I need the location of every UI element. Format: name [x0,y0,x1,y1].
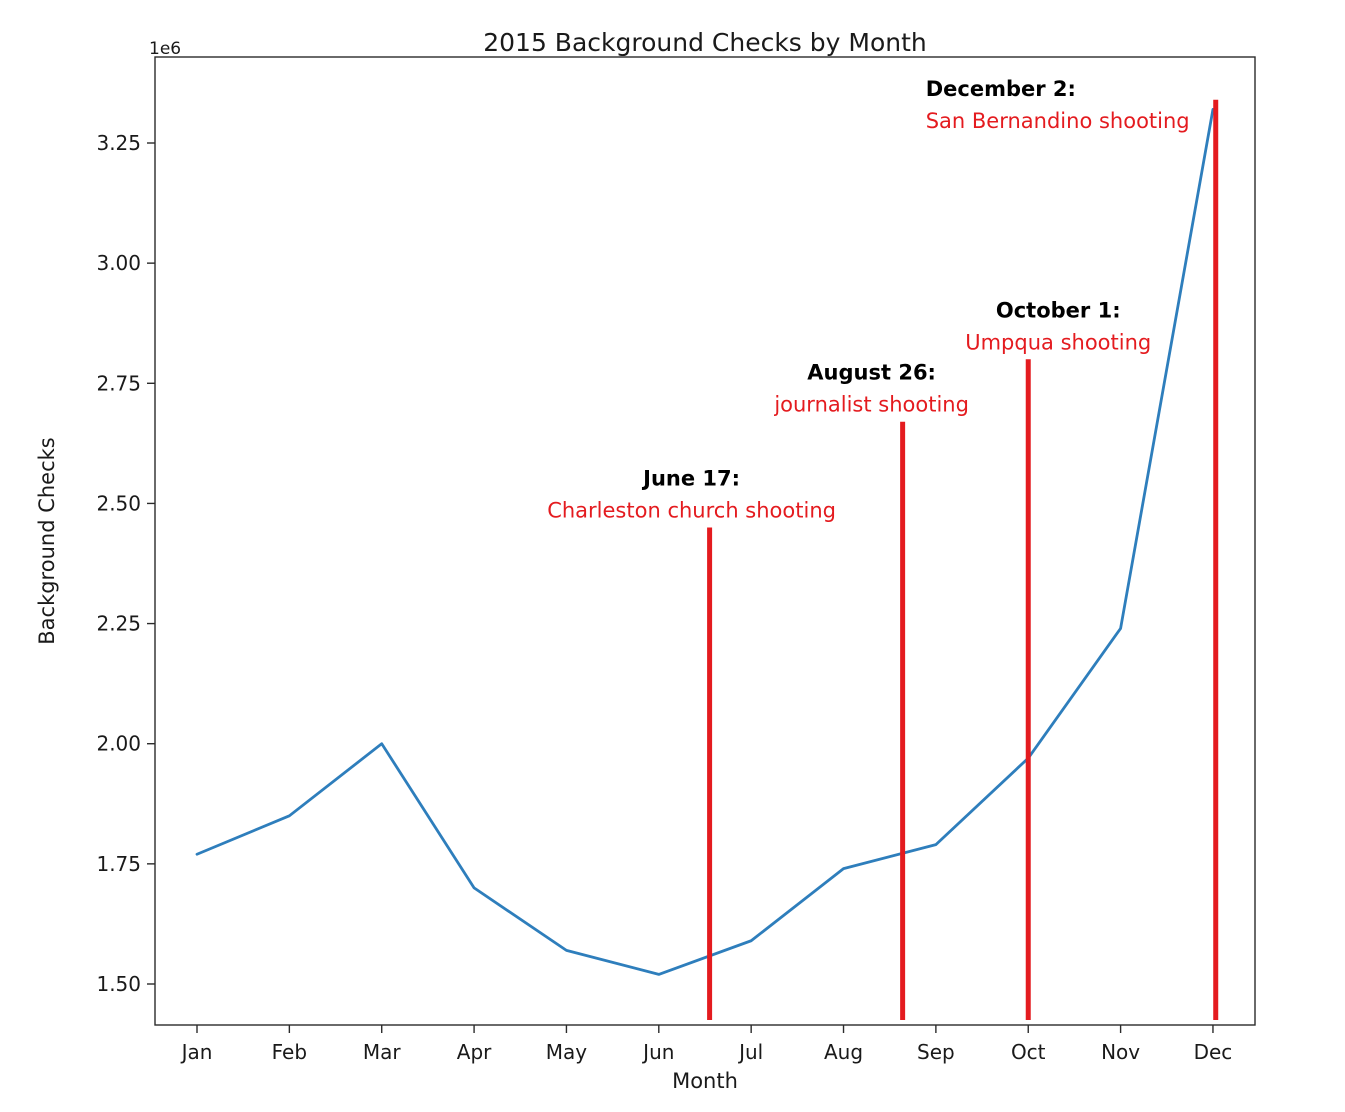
y-tick-label: 2.50 [96,491,141,515]
y-axis-label: Background Checks [35,437,59,645]
x-tick-label: Jul [737,1040,763,1064]
x-tick-label: Jun [641,1040,674,1064]
y-tick-label: 2.75 [96,371,141,395]
annotation-date: August 26: [807,361,936,385]
y-tick-label: 3.00 [96,251,141,275]
annotation-event: San Bernandino shooting [926,109,1190,133]
annotation-date: December 2: [926,77,1076,101]
x-tick-label: Aug [824,1040,863,1064]
plot-border [154,56,1256,1026]
x-tick-label: Apr [457,1040,492,1064]
y-tick-label: 2.00 [96,732,141,756]
x-tick-label: Dec [1194,1040,1233,1064]
x-tick-label: Mar [363,1040,402,1064]
annotation-event: journalist shooting [773,393,969,417]
y-tick-label: 1.75 [96,852,141,876]
x-tick-label: Jan [180,1040,213,1064]
y-tick-label: 3.25 [96,131,141,155]
x-tick-label: Oct [1011,1040,1046,1064]
annotation-date: October 1: [996,298,1121,322]
annotation-date: June 17: [641,466,740,490]
y-tick-label: 2.25 [96,612,141,636]
x-tick-label: Nov [1101,1040,1140,1064]
x-tick-label: Feb [272,1040,307,1064]
chart-title: 2015 Background Checks by Month [483,28,927,57]
y-tick-label: 1.50 [96,972,141,996]
background-checks-line [195,107,1215,976]
x-tick-label: Sep [917,1040,955,1064]
annotation-event: Charleston church shooting [547,498,836,522]
annotation-event: Umpqua shooting [965,330,1151,354]
y-axis-offset-label: 1e6 [149,39,182,59]
x-axis-label: Month [672,1069,738,1093]
x-tick-label: May [546,1040,588,1064]
